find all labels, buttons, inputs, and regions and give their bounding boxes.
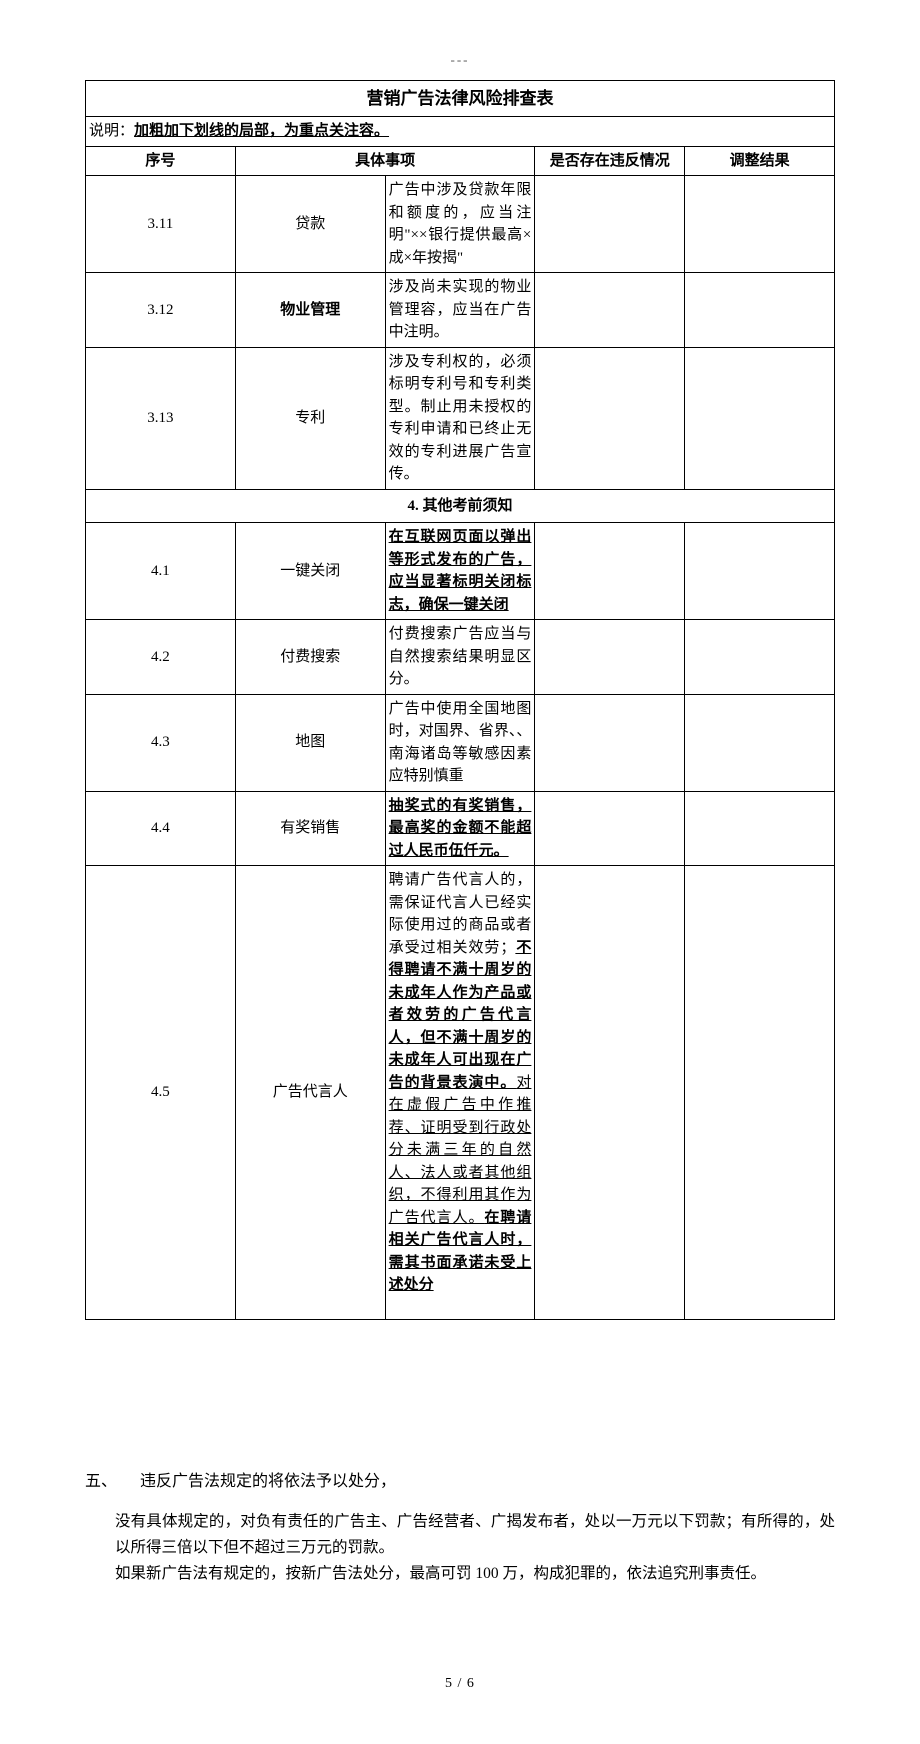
table-row: 4.1一键关闭在互联网页面以弹出等形式发布的广告，应当显著标明关闭标志，确保一键… xyxy=(86,523,835,620)
row-violation xyxy=(535,791,685,866)
section-5-heading: 五、违反广告法规定的将依法予以处分， xyxy=(85,1470,835,1494)
section-5-body: 没有具体规定的，对负有责任的广告主、广告经营者、广揭发布者，处以一万元以下罚款；… xyxy=(85,1509,835,1588)
row-seq: 4.1 xyxy=(86,523,236,620)
row-category: 付费搜索 xyxy=(235,620,385,695)
table-row: 4.2付费搜索付费搜索广告应当与自然搜索结果明显区分。 xyxy=(86,620,835,695)
desc-segment: 对在虚假广告中作推荐、证明受到行政处分未满三年的自然人、法人或者其他组织，不得利… xyxy=(389,1075,532,1226)
note-prefix: 说明： xyxy=(89,123,134,139)
row-description: 广告中使用全国地图时，对国界、省界、、南海诸岛等敏感因素应特别慎重 xyxy=(385,694,535,791)
row-seq: 3.13 xyxy=(86,347,236,489)
row-category: 地图 xyxy=(235,694,385,791)
row-seq: 3.12 xyxy=(86,273,236,348)
row-description: 广告中涉及贷款年限和额度的，应当注明"××银行提供最高×成×年按揭" xyxy=(385,176,535,273)
note-text: 加粗加下划线的局部，为重点关注容。 xyxy=(134,123,389,139)
desc-segment: 付费搜索广告应当与自然搜索结果明显区分。 xyxy=(389,626,532,687)
row-adjust xyxy=(685,523,835,620)
row-violation xyxy=(535,866,685,1320)
desc-segment: 涉及专利权的，必须标明专利号和专利类型。制止用未授权的专利申请和已终止无效的专利… xyxy=(389,354,532,483)
section-4-header-row: 4. 其他考前须知 xyxy=(86,489,835,523)
row-category: 物业管理 xyxy=(235,273,385,348)
table-row: 3.13专利涉及专利权的，必须标明专利号和专利类型。制止用未授权的专利申请和已终… xyxy=(86,347,835,489)
row-adjust xyxy=(685,620,835,695)
desc-segment: 广告中涉及贷款年限和额度的，应当注明"××银行提供最高×成×年按揭" xyxy=(389,182,532,266)
table-note: 说明：加粗加下划线的局部，为重点关注容。 xyxy=(86,117,835,147)
row-violation xyxy=(535,620,685,695)
row-seq: 3.11 xyxy=(86,176,236,273)
row-seq: 4.4 xyxy=(86,791,236,866)
section-5-p2: 如果新广告法有规定的，按新广告法处分，最高可罚 100 万，构成犯罪的，依法追究… xyxy=(115,1561,835,1587)
section-5-title: 违反广告法规定的将依法予以处分， xyxy=(140,1473,396,1490)
risk-table: 营销广告法律风险排查表 说明：加粗加下划线的局部，为重点关注容。 序号 具体事项… xyxy=(85,80,835,1320)
row-description: 聘请广告代言人的，需保证代言人已经实际使用过的商品或者承受过相关效劳；不得聘请不… xyxy=(385,866,535,1320)
row-seq: 4.5 xyxy=(86,866,236,1320)
table-row: 3.11贷款广告中涉及贷款年限和额度的，应当注明"××银行提供最高×成×年按揭" xyxy=(86,176,835,273)
row-category: 广告代言人 xyxy=(235,866,385,1320)
section-4-header: 4. 其他考前须知 xyxy=(86,489,835,523)
table-title-row: 营销广告法律风险排查表 xyxy=(86,80,835,117)
row-category: 专利 xyxy=(235,347,385,489)
desc-segment: 不得聘请不满十周岁的未成年人作为产品或者效劳的广告代言人，但不满十周岁的未成年人… xyxy=(389,940,532,1091)
row-description: 涉及尚未实现的物业管理容，应当在广告中注明。 xyxy=(385,273,535,348)
row-seq: 4.3 xyxy=(86,694,236,791)
desc-segment: 在互联网页面以弹出等形式发布的广告，应当显著标明关闭标志，确保一键关闭 xyxy=(389,529,532,613)
section-5-p1: 没有具体规定的，对负有责任的广告主、广告经营者、广揭发布者，处以一万元以下罚款；… xyxy=(115,1509,835,1562)
section-5-num: 五、 xyxy=(85,1470,140,1494)
header-seq: 序号 xyxy=(86,146,236,176)
header-violation: 是否存在违反情况 xyxy=(535,146,685,176)
row-category: 有奖销售 xyxy=(235,791,385,866)
top-dashes: --- xyxy=(85,50,835,70)
table-title: 营销广告法律风险排查表 xyxy=(86,80,835,117)
table-row: 3.12物业管理涉及尚未实现的物业管理容，应当在广告中注明。 xyxy=(86,273,835,348)
row-violation xyxy=(535,694,685,791)
row-description: 抽奖式的有奖销售，最高奖的金额不能超过人民币伍仟元。 xyxy=(385,791,535,866)
row-adjust xyxy=(685,866,835,1320)
desc-segment: 广告中使用全国地图时，对国界、省界、、南海诸岛等敏感因素应特别慎重 xyxy=(389,701,532,785)
row-adjust xyxy=(685,273,835,348)
desc-segment: 涉及尚未实现的物业管理容，应当在广告中注明。 xyxy=(389,279,532,340)
desc-segment: 抽奖式的有奖销售，最高奖的金额不能超过人民币伍仟元。 xyxy=(389,798,532,859)
table-row: 4.4有奖销售抽奖式的有奖销售，最高奖的金额不能超过人民币伍仟元。 xyxy=(86,791,835,866)
header-item: 具体事项 xyxy=(235,146,535,176)
header-row: 序号 具体事项 是否存在违反情况 调整结果 xyxy=(86,146,835,176)
desc-segment: 聘请广告代言人的，需保证代言人已经实际使用过的商品或者承受过相关效劳； xyxy=(389,872,532,956)
row-category: 一键关闭 xyxy=(235,523,385,620)
row-violation xyxy=(535,176,685,273)
row-violation xyxy=(535,347,685,489)
row-description: 涉及专利权的，必须标明专利号和专利类型。制止用未授权的专利申请和已终止无效的专利… xyxy=(385,347,535,489)
row-adjust xyxy=(685,791,835,866)
page-footer: 5 / 6 xyxy=(85,1673,835,1694)
row-adjust xyxy=(685,694,835,791)
row-description: 在互联网页面以弹出等形式发布的广告，应当显著标明关闭标志，确保一键关闭 xyxy=(385,523,535,620)
header-adjust: 调整结果 xyxy=(685,146,835,176)
row-violation xyxy=(535,523,685,620)
row-description: 付费搜索广告应当与自然搜索结果明显区分。 xyxy=(385,620,535,695)
row-seq: 4.2 xyxy=(86,620,236,695)
table-note-row: 说明：加粗加下划线的局部，为重点关注容。 xyxy=(86,117,835,147)
row-adjust xyxy=(685,347,835,489)
table-row: 4.5广告代言人聘请广告代言人的，需保证代言人已经实际使用过的商品或者承受过相关… xyxy=(86,866,835,1320)
table-row: 4.3地图广告中使用全国地图时，对国界、省界、、南海诸岛等敏感因素应特别慎重 xyxy=(86,694,835,791)
row-adjust xyxy=(685,176,835,273)
row-violation xyxy=(535,273,685,348)
row-category: 贷款 xyxy=(235,176,385,273)
